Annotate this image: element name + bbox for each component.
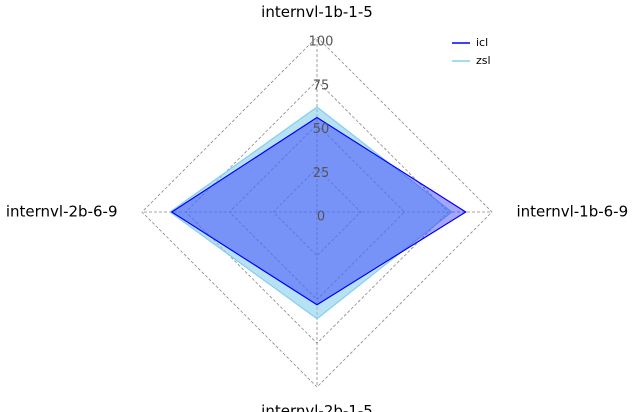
r-tick-label: 100	[309, 35, 334, 50]
r-tick-label: 0	[317, 210, 325, 225]
r-tick-label: 75	[313, 78, 330, 93]
legend-label: zsl	[476, 54, 491, 67]
axis-label: internvl-2b-1-5	[261, 402, 373, 412]
axis-label: internvl-1b-1-5	[261, 3, 373, 21]
series-area	[170, 116, 467, 306]
series-area	[168, 106, 453, 320]
axis-label: internvl-2b-6-9	[6, 203, 118, 221]
legend-label: icl	[476, 36, 488, 49]
axis-label: internvl-1b-6-9	[517, 203, 629, 221]
r-tick-label: 25	[313, 166, 330, 181]
r-tick-label: 50	[313, 122, 330, 137]
